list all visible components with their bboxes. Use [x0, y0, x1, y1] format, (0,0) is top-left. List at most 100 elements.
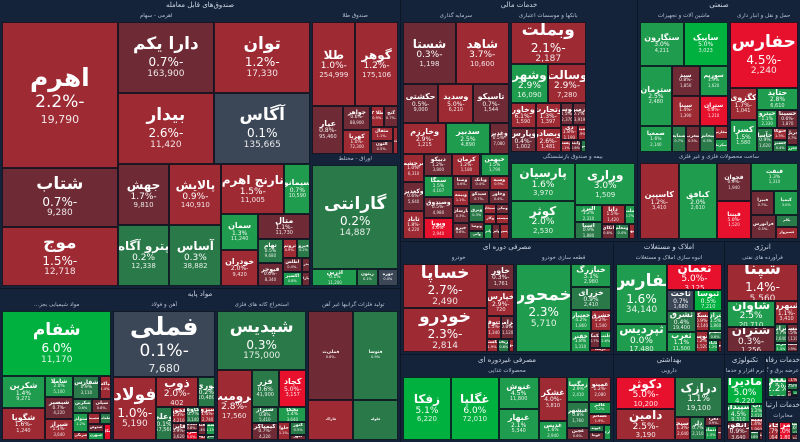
- stock-tile[interactable]: رتکو-0.8%2,110: [790, 434, 798, 440]
- stock-tile[interactable]: غسالم-1.9%1,140: [588, 413, 611, 425]
- stock-tile[interactable]: شبکه0.6%3,410: [790, 422, 798, 435]
- subsector-2[interactable]: بیمه و صندوق بازنشستگی پارسیان 1.6% 3,970 کو…: [509, 153, 636, 240]
- stock-tile[interactable]: سترمان 2.5% 2,480: [640, 65, 672, 126]
- stock-tile[interactable]: تاپکیش-1.4%1,980: [749, 417, 763, 432]
- stock-tile[interactable]: کیمیاگر -0.7% 4,220: [251, 423, 279, 440]
- stock-tile[interactable]: ختوقا-1.5%1,340: [487, 316, 501, 340]
- stock-tile[interactable]: خاور -0.3% 1,761: [487, 264, 515, 291]
- stock-tile[interactable]: آگاس 0.1% 135,665: [214, 93, 311, 165]
- stock-tile[interactable]: فملی‌ث-0.6%1,920: [308, 311, 354, 400]
- stock-tile[interactable]: مرقام-0.7%1,420: [758, 431, 763, 440]
- stock-tile[interactable]: کگهر-0.9%2,410: [289, 434, 307, 440]
- stock-tile[interactable]: متال -1.1% 11,730: [257, 214, 311, 240]
- stock-tile[interactable]: خشرق -1.2% 1,540: [590, 310, 611, 331]
- stock-tile[interactable]: خودرو -2.3% 2,814: [403, 308, 488, 352]
- stock-tile[interactable]: شگویا -1.6% 1,240: [2, 408, 45, 440]
- stock-tile[interactable]: فغدیر-0.8%2,310: [185, 422, 198, 432]
- stock-tile[interactable]: ونیکی-0.5%1,080: [496, 203, 509, 214]
- subsector-0[interactable]: مواد شیمیایی بجز... شفام 6.0% 11,170 شکرین 1.…: [1, 301, 113, 441]
- stock-tile[interactable]: سیستم0.6%1,640: [749, 431, 759, 440]
- stock-tile[interactable]: شدوص-0.6%1,090: [88, 424, 104, 433]
- stock-tile[interactable]: دکوثر -5.0% 10,200: [616, 377, 676, 409]
- stock-tile[interactable]: جیرو-0.6%5,200: [452, 222, 470, 239]
- stock-tile[interactable]: سمگا 1.5% 4,107: [424, 175, 453, 197]
- stock-tile[interactable]: سمان 1.3% 11,240: [221, 214, 258, 251]
- stock-tile[interactable]: کرمان -1.2% 1,180: [452, 154, 481, 176]
- stock-tile[interactable]: کاوه 0.7% 3,140: [185, 406, 201, 423]
- stock-tile[interactable]: شستا -0.3% 1,198: [403, 22, 456, 84]
- stock-tile[interactable]: فولاد -1.0% 5,190: [113, 376, 157, 440]
- stock-tile[interactable]: وهور-0.9%1,520: [791, 394, 798, 397]
- stock-tile[interactable]: فلوله0.4%1,250: [353, 399, 398, 440]
- subsector-0[interactable]: دارویی دکوثر -5.0% 10,200 دامین -2.5% 3,190 درا…: [615, 367, 723, 441]
- stock-tile[interactable]: شاملا 2.0% 5,100: [44, 376, 74, 398]
- stock-tile[interactable]: غچین-0.6%1,510: [567, 428, 589, 440]
- stock-tile[interactable]: دفرا-0.9%1,780: [705, 417, 722, 427]
- stock-tile[interactable]: دماوند0.8%2,640: [787, 383, 798, 390]
- subsector-1[interactable]: بانکها و موسسات اعتباری وبملت -2.1% 2,187 وش…: [509, 12, 587, 154]
- stock-tile[interactable]: دامین -2.5% 3,190: [616, 408, 676, 440]
- stock-tile[interactable]: شاوان 2.5% 20,710: [727, 301, 776, 327]
- stock-tile[interactable]: وآیند-0.6%1,320: [570, 140, 582, 153]
- stock-tile[interactable]: غنوش 4.5% 11,800: [498, 377, 539, 409]
- sector-group-consumer-cyclical[interactable]: مصرفی دوره ای خودرو خساپا -2.7% 2,490 خودرو -2…: [401, 242, 613, 354]
- stock-tile[interactable]: شیراز 0.8% 5,410: [251, 406, 279, 424]
- subsector-3[interactable]: تولید فلزات گرانبها غیر آهنفملی‌ث-0.6%1,…: [307, 301, 399, 441]
- stock-tile[interactable]: وشهر 2.9% 16,090: [510, 64, 549, 104]
- stock-tile[interactable]: شپاکسا-1.4%2,780: [99, 376, 112, 400]
- stock-tile[interactable]: غویتا-0.8%860: [588, 432, 604, 440]
- stock-tile[interactable]: فجوان -0.9% 1,940: [717, 163, 751, 202]
- stock-tile[interactable]: پترو آگاه 0.2% 12,338: [117, 225, 170, 286]
- stock-tile[interactable]: شنفت-0.9%1,520: [786, 343, 798, 352]
- stock-tile[interactable]: توان -1.2% 17,330: [214, 22, 311, 94]
- stock-tile[interactable]: وبیمه-1.1%1,920: [452, 190, 470, 207]
- stock-tile[interactable]: آذرین 0.1% 11,200: [312, 269, 358, 286]
- stock-tile[interactable]: فبیرا-0.7%1,140: [750, 190, 775, 216]
- stock-tile[interactable]: گارانتی 0.2% 14,887: [312, 165, 398, 270]
- stock-tile[interactable]: حلوا-1.1%3,110: [278, 422, 290, 440]
- stock-tile[interactable]: غپونه0.5%980: [588, 424, 604, 433]
- stock-tile[interactable]: کرومیت-2.8%17,560: [216, 369, 252, 440]
- stock-tile[interactable]: فنا-0.4%1,790: [197, 422, 207, 435]
- stock-tile[interactable]: وخاور-0.4%2,650: [488, 190, 509, 204]
- stock-tile[interactable]: آپ 1.2% 2,410: [749, 404, 763, 418]
- stock-tile[interactable]: اهرم -2.2% 19,790: [2, 22, 118, 168]
- stock-tile[interactable]: وسالت -2.9% 7,280: [548, 64, 586, 104]
- stock-tile[interactable]: خرینگ-1.4%840: [589, 348, 611, 352]
- stock-tile[interactable]: فسبزوار-1.0%740: [775, 227, 798, 239]
- stock-tile[interactable]: شتران -0.3% 1,256: [727, 326, 776, 352]
- stock-tile[interactable]: سایپک 5.0% 3,023: [683, 22, 728, 66]
- stock-tile[interactable]: اطلس-0.4%5,430: [282, 258, 302, 273]
- stock-tile[interactable]: عیار -0.8% 95,460: [312, 105, 344, 154]
- stock-tile[interactable]: کبافق 2.0% 2,610: [678, 163, 718, 239]
- subsector-0[interactable]: عرضه برق و گاز و آبمبین2.2%11,290بمپنا-1…: [767, 367, 799, 398]
- stock-tile[interactable]: شپدیس 0.3% 175,000: [216, 311, 307, 370]
- stock-tile[interactable]: دلر 0.7% 2,110: [690, 417, 706, 440]
- stock-tile[interactable]: غمینو -1.2% 2,080: [589, 377, 611, 403]
- stock-tile[interactable]: وآتی0.4%1,430: [469, 230, 485, 239]
- stock-tile[interactable]: شپلی-0.8%2,090: [92, 399, 112, 414]
- stock-tile[interactable]: فپنتا -5.0% 1,520: [717, 201, 751, 239]
- stock-tile[interactable]: ستران -4.8% 1,210: [699, 95, 728, 126]
- stock-tile[interactable]: بذر-0.3%4,200: [301, 258, 311, 273]
- stock-tile[interactable]: ذوب -2.0% 402: [156, 376, 198, 407]
- stock-tile[interactable]: ثشرق 0.4% 19,400: [666, 311, 696, 332]
- stock-tile[interactable]: وسبحان-0.8%1,220: [484, 203, 497, 214]
- subsector-0[interactable]: نرم افزار و خدماتمادیرا5.0%4,220سپیدار4.…: [726, 367, 764, 441]
- stock-tile[interactable]: مبین2.2%11,290: [768, 377, 788, 397]
- stock-tile[interactable]: دانا -1.5% 1,420: [601, 204, 625, 225]
- stock-tile[interactable]: وپویا -4.6% 2,940: [424, 217, 453, 239]
- stock-tile[interactable]: خریخت0.6%860: [498, 339, 510, 352]
- stock-tile[interactable]: صمعیا 1.6% 2,140: [640, 125, 672, 153]
- stock-tile[interactable]: سنگارون 3.0% 4,211: [640, 22, 684, 66]
- stock-tile[interactable]: ثفارس1.6%34,140: [616, 264, 667, 325]
- stock-tile[interactable]: وکار-0.9%1,870: [484, 213, 497, 224]
